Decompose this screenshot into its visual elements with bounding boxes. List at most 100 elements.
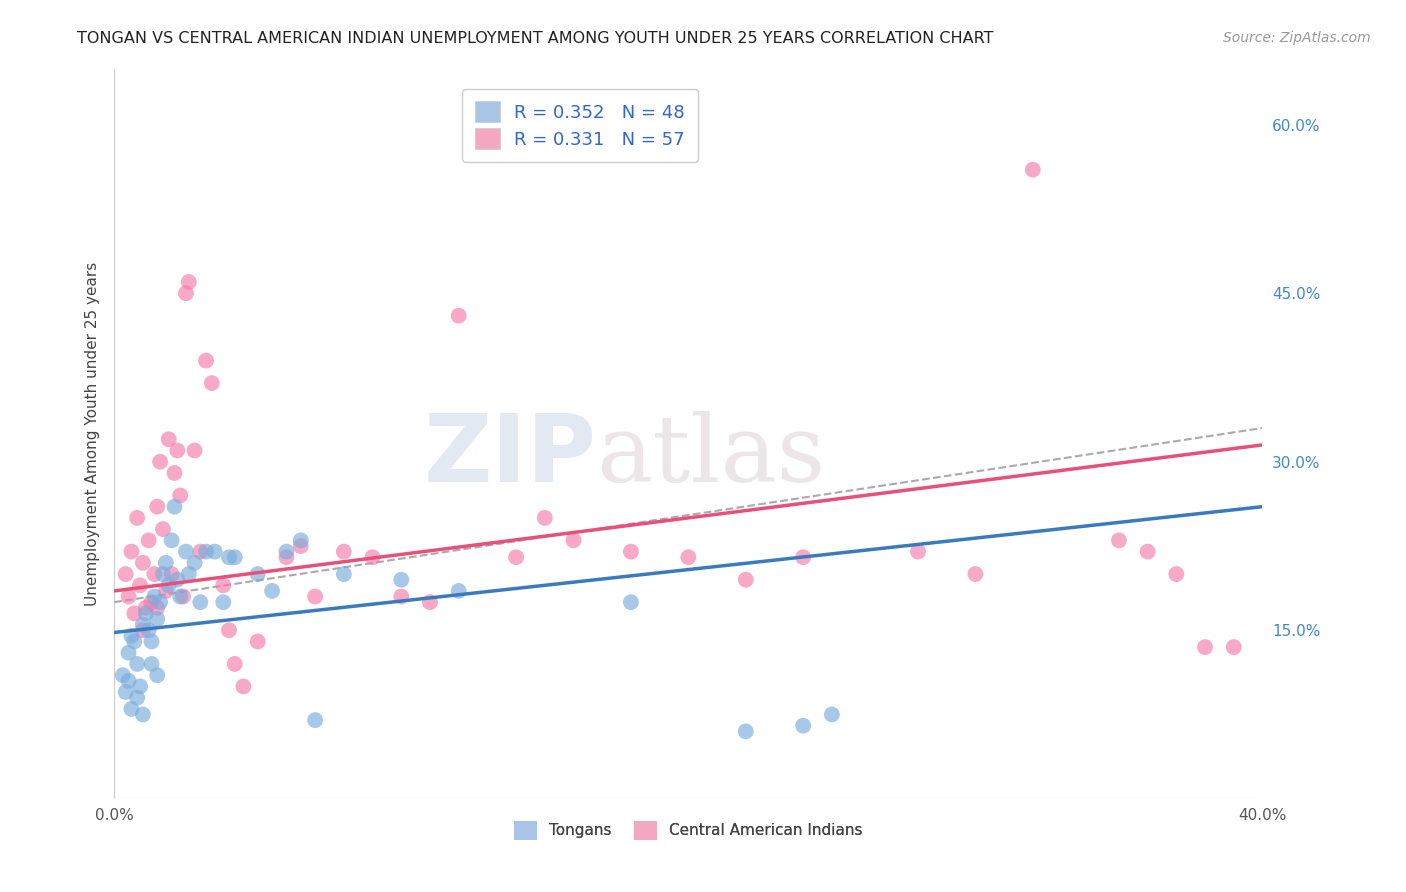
- Point: [124, 634, 146, 648]
- Point: [169, 488, 191, 502]
- Point: [146, 668, 169, 682]
- Point: [419, 595, 441, 609]
- Point: [146, 500, 169, 514]
- Point: [132, 617, 155, 632]
- Point: [792, 550, 814, 565]
- Point: [124, 607, 146, 621]
- Point: [152, 567, 174, 582]
- Point: [447, 309, 470, 323]
- Point: [276, 544, 298, 558]
- Point: [1022, 162, 1045, 177]
- Point: [195, 544, 218, 558]
- Point: [183, 443, 205, 458]
- Point: [155, 556, 177, 570]
- Point: [117, 590, 139, 604]
- Point: [135, 607, 157, 621]
- Point: [174, 544, 197, 558]
- Point: [678, 550, 700, 565]
- Point: [212, 595, 235, 609]
- Text: TONGAN VS CENTRAL AMERICAN INDIAN UNEMPLOYMENT AMONG YOUTH UNDER 25 YEARS CORREL: TONGAN VS CENTRAL AMERICAN INDIAN UNEMPL…: [77, 31, 994, 46]
- Point: [290, 533, 312, 548]
- Point: [533, 511, 555, 525]
- Point: [127, 511, 149, 525]
- Point: [304, 713, 326, 727]
- Point: [246, 634, 269, 648]
- Point: [160, 533, 183, 548]
- Point: [965, 567, 987, 582]
- Point: [172, 590, 194, 604]
- Point: [120, 544, 142, 558]
- Point: [177, 567, 200, 582]
- Point: [141, 634, 163, 648]
- Point: [132, 624, 155, 638]
- Point: [114, 685, 136, 699]
- Point: [177, 275, 200, 289]
- Text: atlas: atlas: [596, 410, 825, 500]
- Point: [290, 539, 312, 553]
- Point: [111, 668, 134, 682]
- Point: [262, 583, 284, 598]
- Point: [1166, 567, 1188, 582]
- Point: [389, 590, 412, 604]
- Point: [138, 624, 160, 638]
- Point: [218, 550, 240, 565]
- Point: [1194, 640, 1216, 654]
- Point: [138, 533, 160, 548]
- Point: [149, 595, 172, 609]
- Point: [201, 376, 224, 390]
- Point: [127, 657, 149, 671]
- Point: [141, 595, 163, 609]
- Point: [141, 657, 163, 671]
- Point: [114, 567, 136, 582]
- Point: [135, 600, 157, 615]
- Point: [146, 600, 169, 615]
- Point: [361, 550, 384, 565]
- Point: [166, 443, 188, 458]
- Point: [166, 573, 188, 587]
- Point: [447, 583, 470, 598]
- Point: [907, 544, 929, 558]
- Y-axis label: Unemployment Among Youth under 25 years: Unemployment Among Youth under 25 years: [86, 261, 100, 606]
- Point: [120, 629, 142, 643]
- Point: [152, 522, 174, 536]
- Point: [157, 578, 180, 592]
- Point: [821, 707, 844, 722]
- Point: [389, 573, 412, 587]
- Point: [734, 573, 756, 587]
- Point: [155, 583, 177, 598]
- Point: [792, 719, 814, 733]
- Point: [127, 690, 149, 705]
- Point: [129, 578, 152, 592]
- Point: [163, 466, 186, 480]
- Point: [333, 544, 356, 558]
- Point: [169, 590, 191, 604]
- Point: [129, 680, 152, 694]
- Point: [333, 567, 356, 582]
- Point: [212, 578, 235, 592]
- Point: [734, 724, 756, 739]
- Point: [620, 544, 643, 558]
- Text: ZIP: ZIP: [423, 409, 596, 501]
- Point: [157, 432, 180, 446]
- Point: [117, 673, 139, 688]
- Point: [204, 544, 226, 558]
- Legend: Tongans, Central American Indians: Tongans, Central American Indians: [508, 815, 869, 846]
- Point: [224, 657, 246, 671]
- Point: [276, 550, 298, 565]
- Point: [146, 612, 169, 626]
- Point: [183, 556, 205, 570]
- Point: [117, 646, 139, 660]
- Point: [246, 567, 269, 582]
- Point: [1223, 640, 1246, 654]
- Point: [1136, 544, 1159, 558]
- Point: [218, 624, 240, 638]
- Point: [620, 595, 643, 609]
- Point: [174, 286, 197, 301]
- Text: Source: ZipAtlas.com: Source: ZipAtlas.com: [1223, 31, 1371, 45]
- Point: [232, 680, 254, 694]
- Point: [149, 455, 172, 469]
- Point: [132, 556, 155, 570]
- Point: [163, 500, 186, 514]
- Point: [120, 702, 142, 716]
- Point: [562, 533, 585, 548]
